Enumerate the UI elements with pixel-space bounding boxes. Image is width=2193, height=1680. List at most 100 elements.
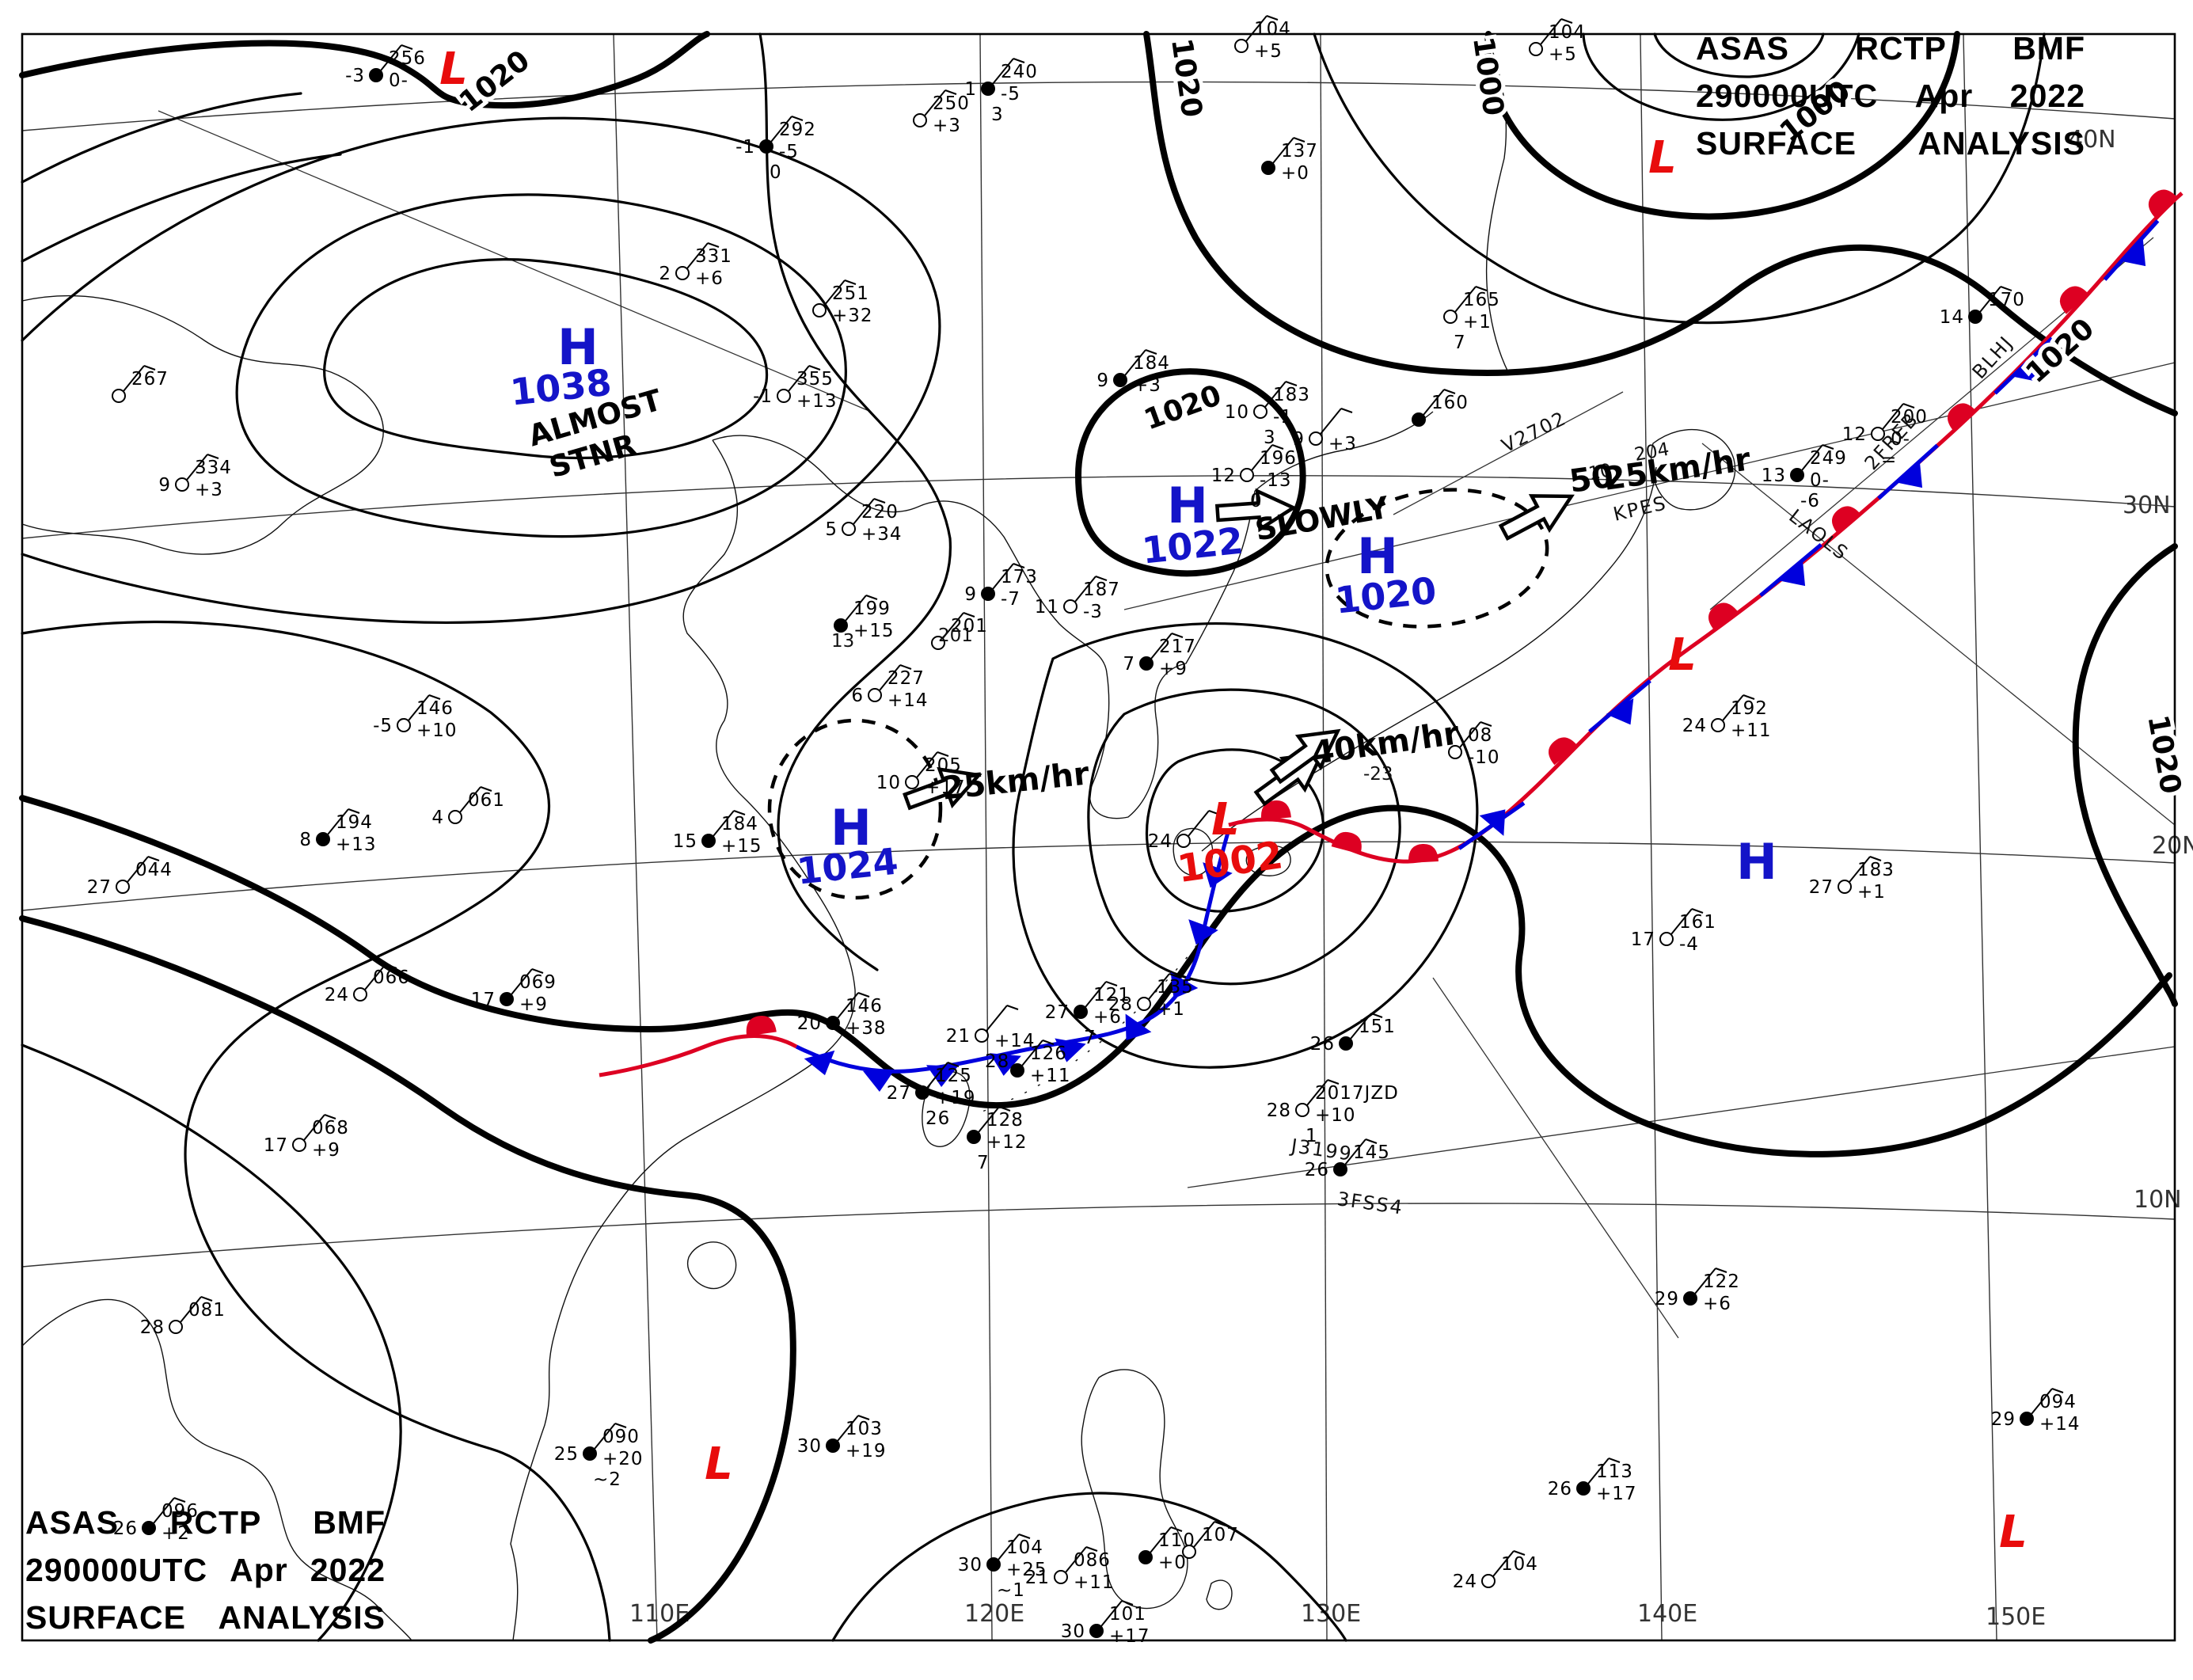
- isobar-line: [235, 193, 847, 538]
- isobar-line: [2072, 543, 2178, 1007]
- svg-text:146: 146: [846, 996, 883, 1017]
- svg-text:107: 107: [1202, 1525, 1239, 1545]
- station-plot: 7 217+9: [1123, 633, 1195, 679]
- annotation-text: 25km/hr: [1602, 441, 1754, 498]
- svg-text:+25: +25: [1006, 1560, 1047, 1580]
- svg-text:+32: +32: [832, 306, 873, 326]
- svg-text:-13: -13: [1260, 470, 1292, 491]
- title-line-2: 290000UTC Apr 2022: [25, 1552, 386, 1599]
- svg-text:227: 227: [887, 668, 925, 689]
- svg-text:6: 6: [851, 686, 864, 706]
- station-plot: 110+0: [1138, 1526, 1195, 1573]
- station-plot: 11 187-3: [1035, 576, 1120, 622]
- svg-text:12: 12: [1842, 424, 1867, 445]
- svg-text:8: 8: [299, 830, 312, 850]
- high-pressure-value: 1024: [795, 840, 900, 893]
- title-block-top-right: ASAS RCTP BMF 290000UTC Apr 2022 SURFACE ANAL…: [1696, 30, 2085, 173]
- station-plot: 104+5: [1234, 15, 1291, 62]
- title-word: 2022: [310, 1552, 386, 1588]
- station-plot: 27 121+67: [1045, 981, 1130, 1048]
- airway-route-line: [1187, 1046, 2176, 1188]
- warm-front-symbol: [1548, 737, 1578, 766]
- svg-text:30: 30: [958, 1555, 982, 1575]
- warm-front-symbol: [1831, 506, 1861, 534]
- station-plot: -1 292-50: [735, 116, 815, 183]
- coastline: [1206, 1579, 1233, 1610]
- isobar-line: [21, 1043, 402, 1642]
- waypoint-label: V2702: [1498, 407, 1570, 458]
- svg-text:+14: +14: [887, 690, 929, 711]
- meridian-line: [1640, 33, 1663, 1641]
- warm-front-symbol: [1947, 403, 1977, 431]
- svg-text:146: 146: [416, 698, 454, 719]
- title-word: BMF: [2012, 30, 2085, 67]
- svg-text:201: 201: [951, 616, 988, 637]
- svg-text:-5: -5: [373, 716, 393, 736]
- coastline: [712, 435, 1256, 819]
- svg-text:24: 24: [325, 985, 349, 1005]
- airway-route-line: [1123, 362, 2176, 610]
- station-plot: 104+5: [1529, 18, 1585, 65]
- station-plot: 24 104: [1453, 1550, 1537, 1592]
- svg-text:10: 10: [876, 773, 901, 793]
- parallel-line: [21, 81, 2176, 131]
- isobar-value-label: 1020: [1165, 36, 1208, 120]
- warm-front-symbol: [1331, 831, 1362, 854]
- isobar-line: [1146, 748, 1325, 913]
- svg-text:17: 17: [471, 990, 496, 1010]
- svg-text:-5: -5: [779, 142, 799, 162]
- station-plot: 26 113+17: [1548, 1458, 1636, 1504]
- svg-text:0-: 0-: [389, 70, 409, 91]
- svg-text:15: 15: [673, 831, 697, 852]
- isobar-line: [1313, 32, 2046, 325]
- high-pressure-symbol: H: [830, 799, 872, 857]
- isobar-line: [831, 1492, 1347, 1642]
- svg-text:+3: +3: [1328, 434, 1357, 454]
- airway-route-line: [158, 110, 872, 412]
- svg-text:30: 30: [797, 1436, 822, 1457]
- station-plot: 201: [931, 612, 988, 650]
- svg-text:+5: +5: [1549, 44, 1577, 65]
- station-plot: 9 184+3: [1096, 349, 1169, 396]
- svg-text:21: 21: [946, 1026, 971, 1047]
- coastline: [21, 1298, 412, 1641]
- coastline: [1245, 845, 1291, 876]
- svg-text:9: 9: [964, 584, 977, 605]
- station-plot: 1 240-53: [964, 58, 1037, 125]
- svg-text:+1: +1: [1157, 999, 1185, 1020]
- svg-text:151: 151: [1359, 1017, 1396, 1037]
- svg-text:0-: 0-: [1810, 470, 1830, 491]
- svg-text:+13: +13: [796, 391, 838, 412]
- station-plot: 251+32: [812, 279, 873, 326]
- svg-text:267: 267: [131, 369, 169, 390]
- cold-front-symbol: [2119, 239, 2146, 267]
- coastlines: [21, 33, 1736, 1641]
- station-plot: 9 +3: [1292, 408, 1357, 454]
- svg-text:101: 101: [1109, 1604, 1146, 1625]
- svg-text:+1: +1: [1857, 882, 1886, 903]
- isobar-line: [1653, 32, 1825, 78]
- title-word: 2022: [2009, 78, 2085, 114]
- svg-text:187: 187: [1083, 580, 1120, 600]
- svg-text:27: 27: [887, 1083, 911, 1104]
- latitude-label: 20N: [2152, 832, 2193, 860]
- station-plot: 165+17: [1443, 286, 1499, 353]
- svg-text:104: 104: [1254, 19, 1291, 40]
- svg-text:0: 0: [1250, 491, 1263, 511]
- station-plot: 24 066: [325, 964, 409, 1005]
- svg-text:-4: -4: [1679, 934, 1699, 955]
- svg-text:-5: -5: [1001, 84, 1020, 105]
- station-plot: 29 122+6: [1655, 1268, 1739, 1314]
- svg-text:145: 145: [1353, 1142, 1390, 1163]
- title-word: BMF: [313, 1504, 386, 1541]
- svg-text:28: 28: [985, 1051, 1009, 1072]
- coastline: [922, 1071, 971, 1147]
- low-pressure-symbol: L: [705, 1439, 733, 1490]
- station-plot: 17 068+9: [264, 1114, 348, 1161]
- latitude-label: 40N: [2068, 126, 2116, 154]
- cold-front-symbol: [1055, 1038, 1086, 1062]
